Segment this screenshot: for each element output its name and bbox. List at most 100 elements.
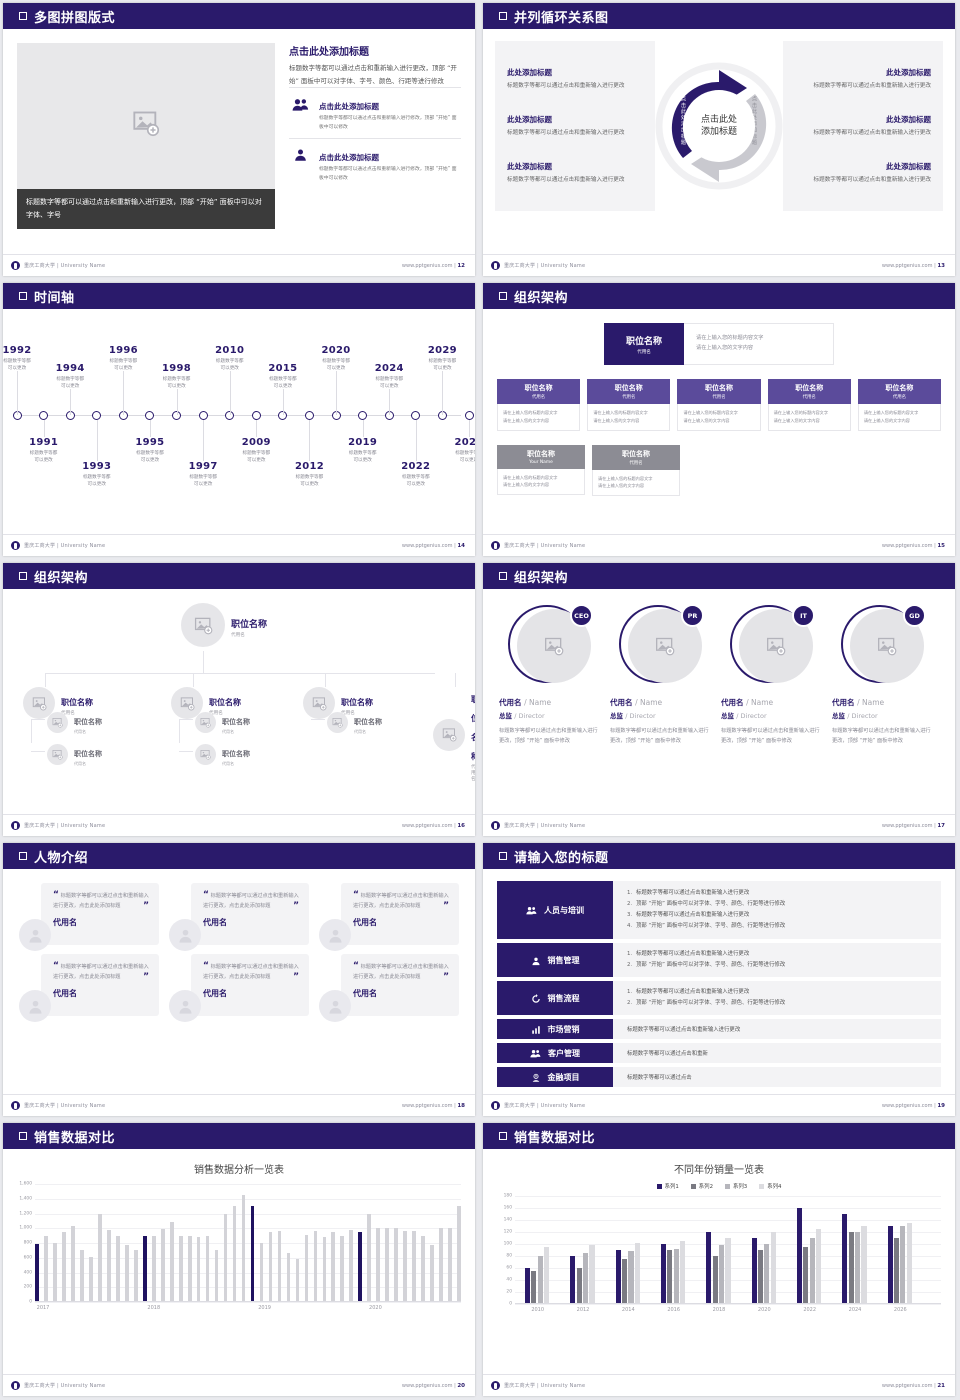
- category-tab[interactable]: 金融项目: [497, 1067, 613, 1087]
- legend-item[interactable]: 系列3: [725, 1182, 747, 1190]
- bar[interactable]: [531, 1271, 537, 1304]
- category-tab[interactable]: 市场营销: [497, 1019, 613, 1039]
- org-box[interactable]: 职位名称 代用名 请在上输入您的标题内容文字 请在上输入您的文字内容: [587, 379, 671, 431]
- timeline-dot[interactable]: [411, 410, 421, 420]
- bar[interactable]: [537, 1256, 543, 1304]
- person-avatar[interactable]: CEO: [508, 604, 593, 689]
- bar[interactable]: [770, 1232, 776, 1304]
- bar[interactable]: [385, 1227, 390, 1302]
- bar[interactable]: [751, 1238, 757, 1304]
- bar[interactable]: [628, 1251, 634, 1304]
- bar[interactable]: [660, 1244, 667, 1304]
- bar[interactable]: [570, 1256, 576, 1304]
- bar[interactable]: [259, 1243, 264, 1302]
- bar[interactable]: [621, 1259, 628, 1304]
- bar[interactable]: [900, 1226, 906, 1304]
- bar[interactable]: [887, 1226, 893, 1304]
- bar[interactable]: [764, 1244, 770, 1304]
- bar[interactable]: [457, 1206, 462, 1302]
- person-card[interactable]: IT 代用名 / Name 总监 / Director 标题数字等都可以通过点击…: [721, 604, 823, 746]
- quote-card[interactable]: “ 标题数字等都可以通过点击和重新输入进行更改，点击此处添加标题 ” 代用名: [169, 883, 309, 951]
- person-card[interactable]: CEO 代用名 / Name 总监 / Director 标题数字等都可以通过点…: [499, 604, 601, 746]
- bar[interactable]: [151, 1236, 156, 1302]
- person-card[interactable]: PR 代用名 / Name 总监 / Director 标题数字等都可以通过点击…: [610, 604, 712, 746]
- bar[interactable]: [544, 1247, 550, 1304]
- person-card[interactable]: GD 代用名 / Name 总监 / Director 标题数字等都可以通过点击…: [832, 604, 934, 746]
- timeline-dot[interactable]: [251, 410, 261, 420]
- timeline-dot[interactable]: [304, 410, 314, 420]
- bar[interactable]: [854, 1232, 861, 1304]
- bar[interactable]: [712, 1256, 718, 1304]
- bar[interactable]: [268, 1231, 273, 1302]
- bar[interactable]: [35, 1243, 39, 1302]
- bar[interactable]: [124, 1245, 129, 1302]
- bar[interactable]: [286, 1253, 291, 1302]
- bar[interactable]: [223, 1214, 228, 1302]
- bar[interactable]: [61, 1231, 66, 1302]
- bar[interactable]: [524, 1268, 531, 1304]
- legend-item[interactable]: 系列4: [759, 1182, 781, 1190]
- org-node-l2[interactable]: 职位名称 代用名: [433, 687, 475, 782]
- bar[interactable]: [70, 1226, 75, 1302]
- org-box[interactable]: 职位名称 代用名 请在上输入您的标题内容文字 请在上输入您的文字内容: [592, 444, 680, 497]
- bar[interactable]: [667, 1250, 673, 1304]
- bar[interactable]: [43, 1235, 48, 1302]
- bar[interactable]: [816, 1229, 822, 1304]
- bar[interactable]: [52, 1243, 57, 1302]
- bar[interactable]: [304, 1234, 309, 1302]
- bar[interactable]: [448, 1228, 453, 1302]
- quote-card[interactable]: “ 标题数字等都可以通过点击和重新输入进行更改，点击此处添加标题 ” 代用名: [319, 954, 459, 1022]
- org-box[interactable]: 职位名称 代用名 请在上输入您的标题内容文字 请在上输入您的文字内容: [677, 379, 761, 431]
- bar[interactable]: [706, 1232, 712, 1304]
- bar[interactable]: [796, 1208, 803, 1304]
- bar[interactable]: [79, 1250, 84, 1302]
- bar[interactable]: [115, 1236, 120, 1302]
- bar[interactable]: [313, 1230, 318, 1302]
- bar[interactable]: [322, 1237, 327, 1302]
- bar[interactable]: [718, 1245, 725, 1304]
- org-top-box[interactable]: 职位名称 代用名: [604, 323, 684, 365]
- timeline-dot[interactable]: [198, 410, 208, 420]
- bar[interactable]: [232, 1206, 237, 1302]
- timeline-dot[interactable]: [39, 410, 49, 420]
- bar[interactable]: [133, 1250, 138, 1302]
- bar[interactable]: [589, 1245, 595, 1304]
- bar[interactable]: [403, 1231, 408, 1302]
- category-tab[interactable]: 销售流程: [497, 981, 613, 1015]
- bar[interactable]: [214, 1250, 219, 1302]
- bar[interactable]: [893, 1238, 900, 1304]
- org-node-l3[interactable]: 职位名称 代用名: [195, 709, 250, 735]
- org-root-node[interactable]: 职位名称 代用名: [181, 603, 267, 647]
- org-box[interactable]: 职位名称 Your Name 请在上输入您的标题内容文字 请在上输入您的文字内容: [497, 444, 585, 497]
- bar[interactable]: [412, 1231, 417, 1302]
- bar[interactable]: [376, 1228, 381, 1302]
- quote-card[interactable]: “ 标题数字等都可以通过点击和重新输入进行更改，点击此处添加标题 ” 代用名: [169, 954, 309, 1022]
- timeline-dot[interactable]: [358, 410, 368, 420]
- bar[interactable]: [906, 1223, 912, 1304]
- bar[interactable]: [88, 1257, 93, 1302]
- timeline-dot[interactable]: [92, 410, 102, 420]
- quote-card[interactable]: “ 标题数字等都可以通过点击和重新输入进行更改，点击此处添加标题 ” 代用名: [19, 883, 159, 951]
- bar[interactable]: [331, 1231, 336, 1302]
- bar[interactable]: [809, 1238, 815, 1304]
- bar[interactable]: [848, 1232, 854, 1304]
- bar[interactable]: [169, 1221, 174, 1302]
- bar[interactable]: [196, 1237, 201, 1302]
- category-tab[interactable]: 人员与培训: [497, 881, 613, 939]
- bar[interactable]: [349, 1229, 354, 1302]
- bar[interactable]: [187, 1236, 192, 1302]
- org-node-l3[interactable]: 职位名称 代用名: [47, 709, 102, 735]
- bar[interactable]: [757, 1250, 764, 1304]
- legend-item[interactable]: 系列2: [690, 1182, 713, 1190]
- org-box[interactable]: 职位名称 代用名 请在上输入您的标题内容文字 请在上输入您的文字内容: [767, 379, 851, 431]
- timeline-dot[interactable]: [464, 410, 474, 420]
- org-node-l3[interactable]: 职位名称 代用名: [327, 709, 382, 735]
- bar[interactable]: [241, 1195, 246, 1302]
- bar[interactable]: [861, 1226, 867, 1304]
- bar[interactable]: [205, 1235, 210, 1302]
- quote-card[interactable]: “ 标题数字等都可以通过点击和重新输入进行更改，点击此处添加标题 ” 代用名: [19, 954, 159, 1022]
- bar[interactable]: [340, 1236, 345, 1302]
- bar[interactable]: [178, 1236, 183, 1302]
- org-node-l3[interactable]: 职位名称 代用名: [195, 741, 250, 767]
- bar[interactable]: [160, 1229, 165, 1302]
